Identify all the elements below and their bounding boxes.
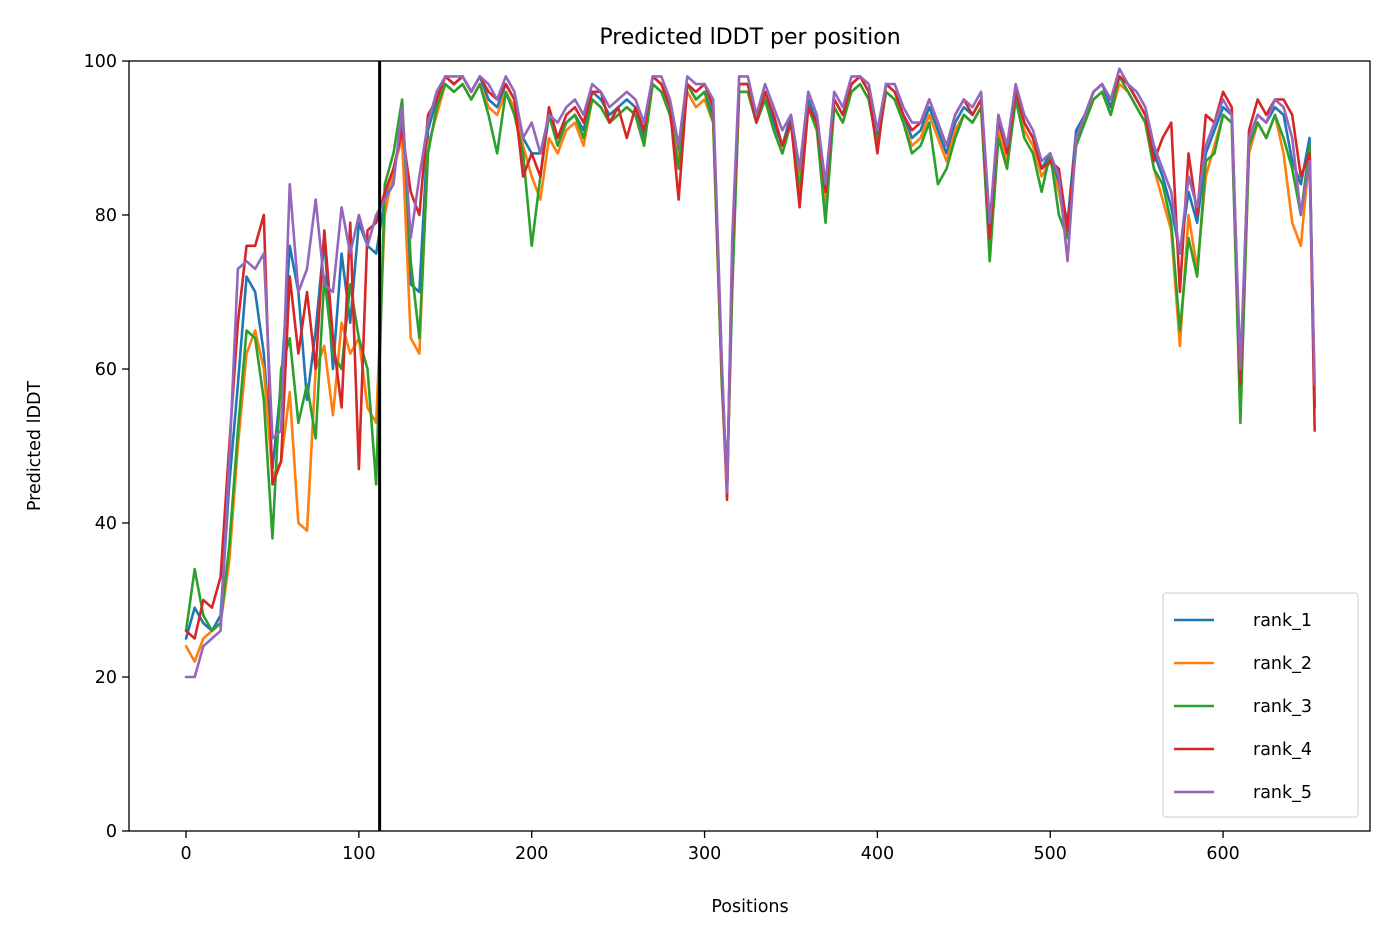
plot-frame	[128, 60, 1371, 832]
legend-label-rank_1: rank_1	[1253, 611, 1312, 631]
y-tick-label: 40	[95, 514, 117, 534]
series-line-rank_3	[184, 75, 1316, 633]
x-tick-label: 300	[688, 844, 721, 864]
plot-series-group	[184, 67, 1316, 679]
series-line-rank_5	[184, 67, 1316, 679]
legend-entries: rank_1 rank_2 rank_3 rank_4 rank_5	[1174, 611, 1312, 803]
y-axis-label: Predicted lDDT	[25, 381, 45, 512]
y-tick-label: 0	[106, 822, 117, 842]
legend-label-rank_3: rank_3	[1253, 697, 1312, 717]
x-tick-label: 100	[342, 844, 375, 864]
x-axis-ticks: 0 100 200 300 400 500 600	[180, 831, 1240, 864]
y-tick-label: 20	[95, 668, 117, 688]
legend-label-rank_2: rank_2	[1253, 654, 1312, 674]
y-axis-ticks: 0 20 40 60 80 100	[84, 52, 129, 842]
legend-label-rank_5: rank_5	[1253, 783, 1312, 803]
x-tick-label: 200	[515, 844, 548, 864]
y-tick-label: 80	[95, 206, 117, 226]
x-tick-label: 600	[1206, 844, 1239, 864]
legend-label-rank_4: rank_4	[1253, 740, 1312, 760]
y-tick-label: 60	[95, 360, 117, 380]
legend-box	[1162, 592, 1359, 818]
chart-title: Predicted lDDT per position	[599, 25, 900, 50]
x-tick-label: 0	[180, 844, 191, 864]
x-tick-label: 500	[1034, 844, 1067, 864]
x-tick-label: 400	[861, 844, 894, 864]
x-axis-label: Positions	[711, 897, 788, 917]
y-tick-label: 100	[84, 52, 117, 72]
chart-legend: rank_1 rank_2 rank_3 rank_4 rank_5	[1162, 592, 1359, 818]
